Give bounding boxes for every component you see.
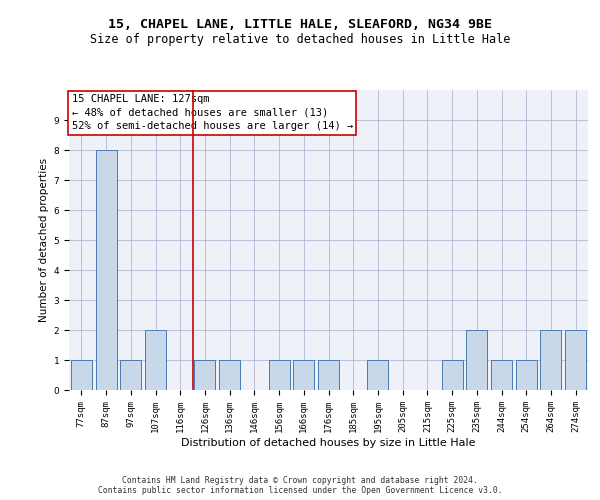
X-axis label: Distribution of detached houses by size in Little Hale: Distribution of detached houses by size … bbox=[181, 438, 476, 448]
Text: 15 CHAPEL LANE: 127sqm
← 48% of detached houses are smaller (13)
52% of semi-det: 15 CHAPEL LANE: 127sqm ← 48% of detached… bbox=[71, 94, 353, 131]
Bar bbox=[71, 360, 92, 390]
Bar bbox=[367, 360, 388, 390]
Y-axis label: Number of detached properties: Number of detached properties bbox=[40, 158, 49, 322]
Bar bbox=[442, 360, 463, 390]
Bar bbox=[565, 330, 586, 390]
Bar bbox=[466, 330, 487, 390]
Bar bbox=[491, 360, 512, 390]
Bar bbox=[194, 360, 215, 390]
Bar bbox=[120, 360, 141, 390]
Text: Contains HM Land Registry data © Crown copyright and database right 2024.
Contai: Contains HM Land Registry data © Crown c… bbox=[98, 476, 502, 495]
Bar bbox=[95, 150, 116, 390]
Text: 15, CHAPEL LANE, LITTLE HALE, SLEAFORD, NG34 9BE: 15, CHAPEL LANE, LITTLE HALE, SLEAFORD, … bbox=[108, 18, 492, 30]
Bar bbox=[516, 360, 537, 390]
Bar bbox=[318, 360, 339, 390]
Bar bbox=[219, 360, 240, 390]
Bar bbox=[293, 360, 314, 390]
Bar bbox=[541, 330, 562, 390]
Text: Size of property relative to detached houses in Little Hale: Size of property relative to detached ho… bbox=[90, 32, 510, 46]
Bar bbox=[269, 360, 290, 390]
Bar bbox=[145, 330, 166, 390]
